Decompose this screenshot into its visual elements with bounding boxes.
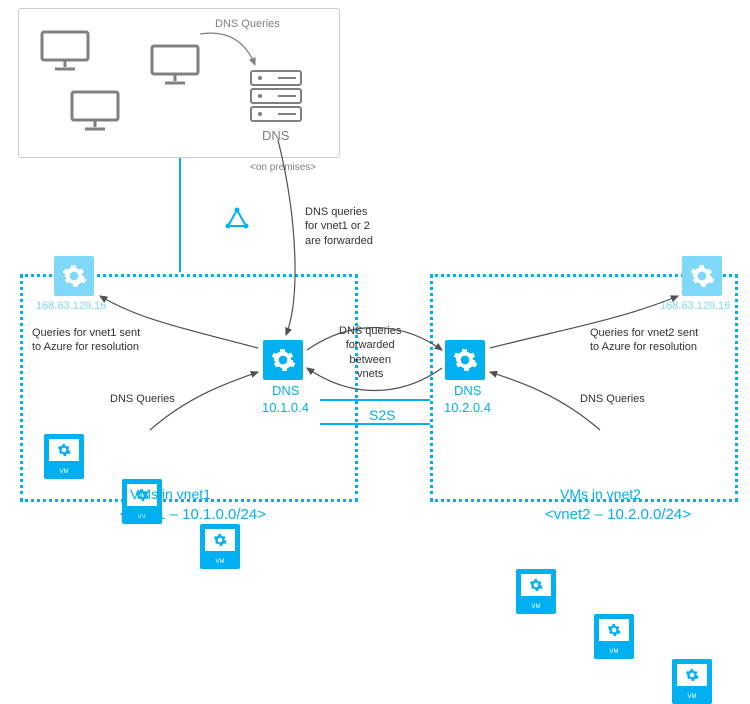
dns-server-icon	[445, 340, 485, 380]
dns-ip-vnet2: 10.2.0.4	[444, 400, 491, 417]
queries-vnet2-azure-label: Queries for vnet2 sent to Azure for reso…	[590, 326, 698, 355]
vms-label-vnet1: VMs in vnet1	[130, 485, 211, 503]
vm-icon: VM	[672, 659, 712, 704]
forwarded-label: DNS queries for vnet1 or 2 are forwarded	[305, 205, 373, 248]
monitor-icon	[150, 44, 200, 86]
forwarded-between-label: DNS queries forwarded between vnets	[339, 324, 401, 381]
azure-dns-ip-vnet1: 168.63.129.16	[36, 299, 106, 313]
dns-server-icon	[263, 340, 303, 380]
dns-queries-label-vnet2: DNS Queries	[580, 392, 645, 406]
dns-ip-vnet1: 10.1.0.4	[262, 400, 309, 417]
onprem-dns-server-label: DNS	[262, 128, 289, 145]
cidr-vnet1: <vnet1 – 10.1.0.0/24>	[120, 505, 266, 525]
dns-label-vnet2: DNS	[454, 383, 481, 400]
dns-queries-label-vnet1: DNS Queries	[110, 392, 175, 406]
vm-icon: VM	[594, 614, 634, 659]
cidr-vnet2: <vnet2 – 10.2.0.0/24>	[545, 505, 691, 525]
azure-dns-icon	[54, 256, 94, 296]
vms-label-vnet2: VMs in vnet2	[560, 485, 641, 503]
onprem-dns-queries-label: DNS Queries	[215, 17, 280, 31]
monitor-icon	[40, 30, 90, 72]
dns-label-vnet1: DNS	[272, 383, 299, 400]
azure-dns-icon	[682, 256, 722, 296]
s2s-label: S2S	[369, 406, 395, 424]
monitor-icon	[70, 90, 120, 132]
azure-dns-ip-vnet2: 168.63.129.16	[660, 299, 730, 313]
vm-icon: VM	[200, 524, 240, 569]
vm-icon: VM	[516, 569, 556, 614]
onprem-label: <on premises>	[250, 161, 316, 174]
vm-icon: VM	[44, 434, 84, 479]
queries-vnet1-azure-label: Queries for vnet1 sent to Azure for reso…	[32, 326, 140, 355]
server-icon	[250, 70, 302, 125]
